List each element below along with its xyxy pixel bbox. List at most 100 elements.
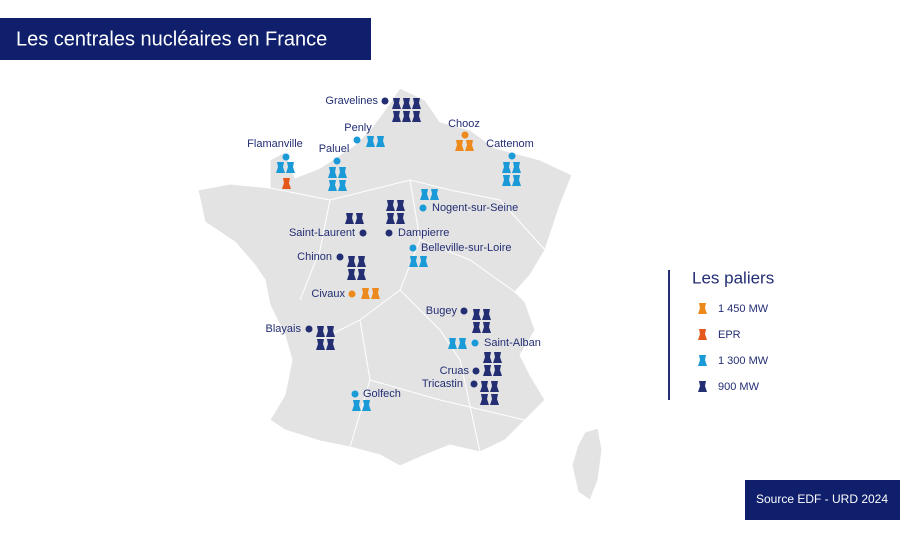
reactor-icon: [409, 256, 418, 267]
plant-dot: [508, 152, 516, 160]
plant-name: Chinon: [297, 251, 332, 263]
reactor-group: [480, 381, 499, 405]
reactor-icon: [357, 269, 366, 280]
reactor-icon: [326, 339, 335, 350]
reactor-group: [392, 98, 421, 122]
reactor-icon: [698, 381, 707, 392]
reactor-icon: [392, 111, 401, 122]
reactor-group: [361, 288, 380, 299]
reactor-icon: [366, 136, 375, 147]
source: Source EDF - URD 2024: [756, 492, 888, 506]
plant-dot: [351, 390, 359, 398]
plant-dot: [471, 339, 479, 347]
reactor-group: [347, 256, 366, 280]
plant-name: Saint-Laurent: [289, 227, 355, 239]
reactor-icon: [482, 309, 491, 320]
reactor-icon: [483, 365, 492, 376]
reactor-icon: [430, 189, 439, 200]
plant-dot: [472, 367, 480, 375]
reactor-icon: [376, 136, 385, 147]
plant-name: Chooz: [448, 118, 480, 130]
plant-dot: [348, 290, 356, 298]
plant-name: Penly: [344, 122, 372, 134]
reactor-icon: [326, 326, 335, 337]
plant-dot: [470, 380, 478, 388]
reactor-icon: [386, 200, 395, 211]
plant-name: Belleville-sur-Loire: [421, 242, 511, 254]
reactor-icon: [420, 189, 429, 200]
reactor-icon: [402, 98, 411, 109]
plant-name: Cruas: [440, 365, 470, 377]
title: Les centrales nucléaires en France: [16, 28, 327, 50]
plant-name: Flamanville: [247, 138, 303, 150]
reactor-icon: [362, 400, 371, 411]
legend-title: Les paliers: [692, 268, 774, 287]
reactor-group: [483, 352, 502, 376]
reactor-icon: [316, 339, 325, 350]
reactor-icon: [698, 329, 707, 340]
reactor-icon: [698, 355, 707, 366]
plant-dot: [419, 204, 427, 212]
plant-dot: [460, 307, 468, 315]
plant-name: Nogent-sur-Seine: [432, 202, 518, 214]
legend-label: 1 450 MW: [718, 303, 769, 315]
reactor-icon: [482, 322, 491, 333]
plant-dot: [282, 153, 290, 161]
reactor-icon: [361, 288, 370, 299]
reactor-icon: [483, 352, 492, 363]
reactor-icon: [286, 162, 295, 173]
plant-name: Cattenom: [486, 138, 534, 150]
reactor-icon: [493, 352, 502, 363]
reactor-icon: [412, 111, 421, 122]
legend-label: EPR: [718, 329, 741, 341]
reactor-icon: [316, 326, 325, 337]
reactor-icon: [698, 303, 707, 314]
reactor-icon: [386, 213, 395, 224]
reactor-group: [448, 338, 467, 349]
reactor-group: [420, 189, 439, 200]
reactor-group: [276, 162, 295, 173]
reactor-icon: [355, 213, 364, 224]
reactor-icon: [419, 256, 428, 267]
reactor-icon: [448, 338, 457, 349]
reactor-icon: [472, 322, 481, 333]
legend-label: 1 300 MW: [718, 355, 769, 367]
reactor-icon: [490, 381, 499, 392]
reactor-icon: [472, 309, 481, 320]
reactor-icon: [465, 140, 474, 151]
plant-name: Civaux: [311, 288, 345, 300]
reactor-group: [502, 162, 521, 186]
reactor-icon: [282, 178, 291, 189]
plant-name: Blayais: [266, 323, 302, 335]
reactor-icon: [338, 180, 347, 191]
source-box: [745, 480, 900, 520]
reactor-icon: [480, 394, 489, 405]
plant-dot: [359, 229, 367, 237]
plant-name: Bugey: [426, 305, 458, 317]
title-box: [0, 18, 371, 60]
reactor-group: [345, 213, 364, 224]
plant-dot: [336, 253, 344, 261]
reactor-icon: [502, 162, 511, 173]
reactor-icon: [328, 180, 337, 191]
plant-name: Gravelines: [325, 95, 378, 107]
reactor-icon: [502, 175, 511, 186]
reactor-icon: [512, 162, 521, 173]
reactor-icon: [455, 140, 464, 151]
reactor-group: [282, 178, 291, 189]
reactor-icon: [347, 256, 356, 267]
reactor-group: [386, 200, 405, 224]
plant-dot: [409, 244, 417, 252]
reactor-group: [352, 400, 371, 411]
reactor-icon: [276, 162, 285, 173]
reactor-icon: [396, 200, 405, 211]
reactor-icon: [512, 175, 521, 186]
reactor-icon: [412, 98, 421, 109]
plant-dot: [305, 325, 313, 333]
plant-dot: [385, 229, 393, 237]
reactor-icon: [402, 111, 411, 122]
plant-dot: [461, 131, 469, 139]
reactor-group: [366, 136, 385, 147]
reactor-icon: [396, 213, 405, 224]
reactor-group: [409, 256, 428, 267]
